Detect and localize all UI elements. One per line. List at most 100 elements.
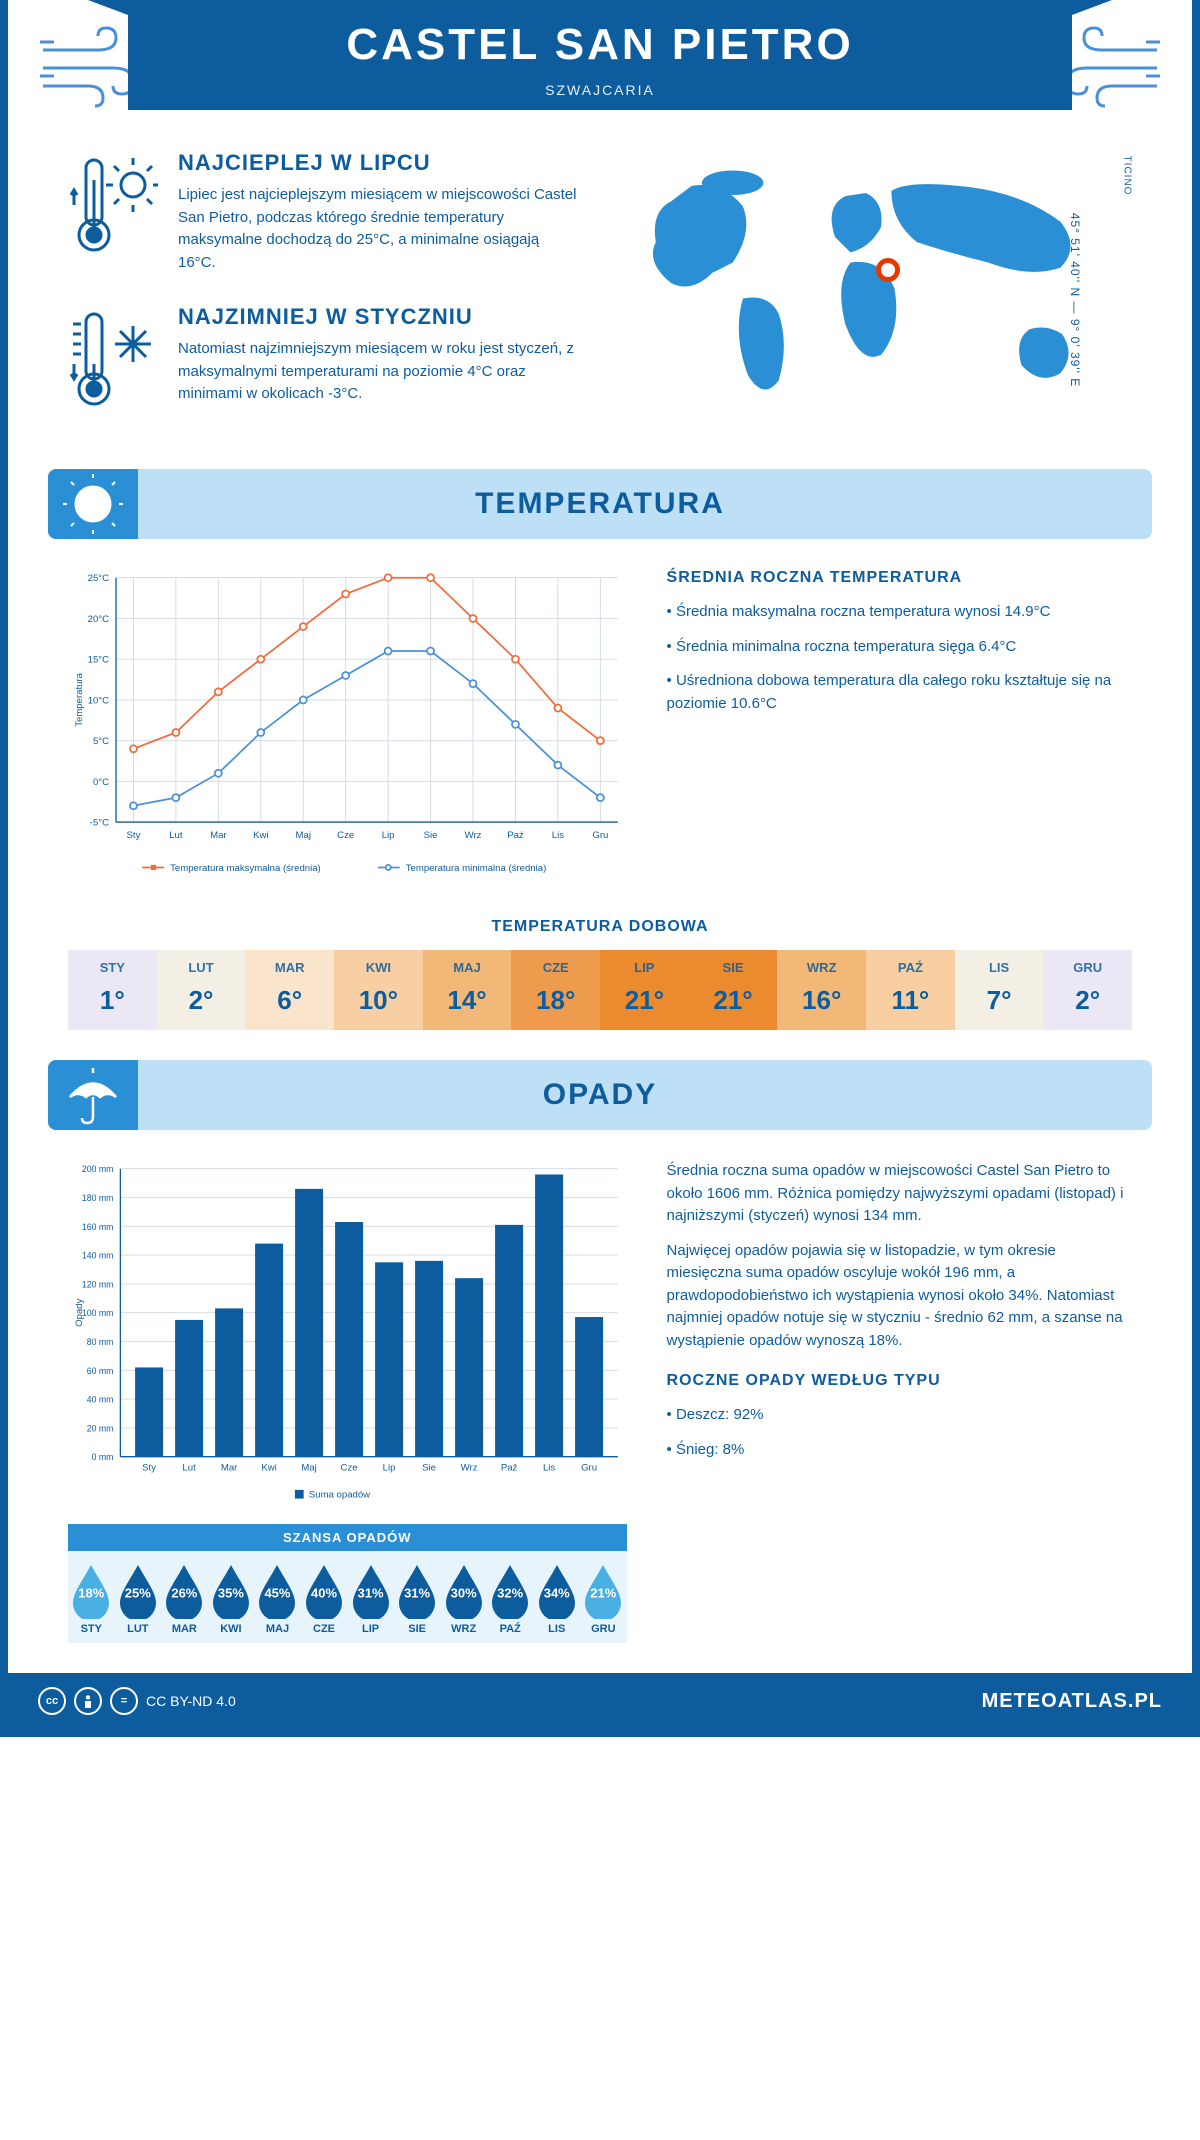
month-label: PAŹ <box>866 960 955 975</box>
month-label: LUT <box>157 960 246 975</box>
umbrella-icon <box>48 1060 138 1130</box>
daily-temp-cell: MAR 6° <box>245 950 334 1030</box>
rain-chance-item: 35% KWI <box>208 1563 255 1635</box>
temperature-title: TEMPERATURA <box>48 487 1152 521</box>
rain-chance-pct: 30% <box>451 1586 477 1601</box>
svg-text:80 mm: 80 mm <box>87 1337 114 1347</box>
by-icon <box>74 1687 102 1715</box>
svg-text:160 mm: 160 mm <box>82 1222 114 1232</box>
svg-text:100 mm: 100 mm <box>82 1308 114 1318</box>
month-label: STY <box>68 1623 115 1635</box>
month-label: SIE <box>394 1623 441 1635</box>
daily-temp-value: 14° <box>423 985 512 1016</box>
svg-text:Gru: Gru <box>581 1463 597 1474</box>
fact-hot-title: NAJCIEPLEJ W LIPCU <box>178 150 580 176</box>
precip-type-line: • Śnieg: 8% <box>667 1439 1132 1462</box>
svg-text:Lip: Lip <box>383 1463 396 1474</box>
svg-text:120 mm: 120 mm <box>82 1280 114 1290</box>
temp-summary-line: • Uśredniona dobowa temperatura dla całe… <box>667 670 1132 715</box>
svg-text:Cze: Cze <box>341 1463 358 1474</box>
svg-text:Kwi: Kwi <box>261 1463 276 1474</box>
daily-temp-value: 16° <box>777 985 866 1016</box>
temp-summary-line: • Średnia minimalna roczna temperatura s… <box>667 636 1132 659</box>
month-label: MAJ <box>254 1623 301 1635</box>
month-label: KWI <box>334 960 423 975</box>
license-text: CC BY-ND 4.0 <box>146 1693 236 1709</box>
month-label: GRU <box>580 1623 627 1635</box>
daily-temp-cell: CZE 18° <box>511 950 600 1030</box>
svg-text:Kwi: Kwi <box>253 830 268 841</box>
rain-chance-block: SZANSA OPADÓW 18% STY 25% LUT <box>68 1524 627 1643</box>
daily-temp-cell: LIS 7° <box>955 950 1044 1030</box>
daily-temp-cell: LUT 2° <box>157 950 246 1030</box>
svg-text:Temperatura maksymalna (średni: Temperatura maksymalna (średnia) <box>170 863 321 874</box>
daily-temp-cell: SIE 21° <box>689 950 778 1030</box>
thermometer-snow-icon <box>68 304 158 419</box>
svg-text:5°C: 5°C <box>93 736 109 747</box>
svg-text:Suma opadów: Suma opadów <box>309 1490 370 1501</box>
svg-text:0 mm: 0 mm <box>92 1452 114 1462</box>
month-label: MAJ <box>423 960 512 975</box>
svg-text:Maj: Maj <box>296 830 311 841</box>
sun-icon <box>48 469 138 539</box>
country-subtitle: SZWAJCARIA <box>128 82 1072 98</box>
thermometer-sun-icon <box>68 150 158 274</box>
svg-text:Temperatura: Temperatura <box>74 672 85 726</box>
month-label: CZE <box>511 960 600 975</box>
fact-hot-text: Lipiec jest najcieplejszym miesiącem w m… <box>178 184 580 274</box>
svg-text:Lis: Lis <box>543 1463 555 1474</box>
nd-icon: = <box>110 1687 138 1715</box>
month-label: PAŹ <box>487 1623 534 1635</box>
svg-text:Paź: Paź <box>501 1463 518 1474</box>
month-label: LUT <box>115 1623 162 1635</box>
month-label: LIS <box>533 1623 580 1635</box>
svg-text:Lut: Lut <box>182 1463 196 1474</box>
rain-chance-pct: 21% <box>590 1586 616 1601</box>
daily-temp-value: 21° <box>689 985 778 1016</box>
daily-temp-value: 21° <box>600 985 689 1016</box>
rain-chance-pct: 31% <box>404 1586 430 1601</box>
fact-hot: NAJCIEPLEJ W LIPCU Lipiec jest najcieple… <box>68 150 580 274</box>
rain-chance-title: SZANSA OPADÓW <box>68 1524 627 1551</box>
svg-text:Opady: Opady <box>74 1299 85 1327</box>
rain-chance-item: 34% LIS <box>533 1563 580 1635</box>
month-label: LIS <box>955 960 1044 975</box>
daily-temp-value: 1° <box>68 985 157 1016</box>
rain-chance-item: 32% PAŹ <box>487 1563 534 1635</box>
precip-text-2: Najwięcej opadów pojawia się w listopadz… <box>667 1240 1132 1353</box>
svg-text:Temperatura minimalna (średnia: Temperatura minimalna (średnia) <box>406 863 547 874</box>
svg-text:40 mm: 40 mm <box>87 1395 114 1405</box>
rain-chance-item: 21% GRU <box>580 1563 627 1635</box>
svg-text:10°C: 10°C <box>88 695 109 706</box>
daily-temp-value: 6° <box>245 985 334 1016</box>
rain-chance-pct: 26% <box>171 1586 197 1601</box>
world-map <box>620 150 1132 416</box>
precip-type-line: • Deszcz: 92% <box>667 1404 1132 1427</box>
month-label: KWI <box>208 1623 255 1635</box>
svg-text:-5°C: -5°C <box>90 818 109 829</box>
rain-chance-pct: 32% <box>497 1586 523 1601</box>
fact-cold: NAJZIMNIEJ W STYCZNIU Natomiast najzimni… <box>68 304 580 419</box>
rain-chance-item: 31% SIE <box>394 1563 441 1635</box>
rain-chance-item: 45% MAJ <box>254 1563 301 1635</box>
month-label: CZE <box>301 1623 348 1635</box>
precip-text-1: Średnia roczna suma opadów w miejscowośc… <box>667 1160 1132 1228</box>
rain-chance-pct: 18% <box>78 1586 104 1601</box>
rain-chance-item: 25% LUT <box>115 1563 162 1635</box>
svg-text:25°C: 25°C <box>88 573 109 584</box>
svg-text:Sty: Sty <box>127 830 141 841</box>
svg-text:Lip: Lip <box>382 830 395 841</box>
svg-text:15°C: 15°C <box>88 655 109 666</box>
month-label: LIP <box>347 1623 394 1635</box>
svg-text:Mar: Mar <box>210 830 227 841</box>
rain-chance-pct: 45% <box>264 1586 290 1601</box>
fact-cold-text: Natomiast najzimniejszym miesiącem w rok… <box>178 338 580 406</box>
daily-temp-cell: KWI 10° <box>334 950 423 1030</box>
month-label: MAR <box>161 1623 208 1635</box>
svg-text:20 mm: 20 mm <box>87 1424 114 1434</box>
rain-chance-item: 18% STY <box>68 1563 115 1635</box>
cc-icon: cc <box>38 1687 66 1715</box>
rain-chance-pct: 34% <box>544 1586 570 1601</box>
svg-text:Lut: Lut <box>169 830 183 841</box>
svg-text:0°C: 0°C <box>93 777 109 788</box>
